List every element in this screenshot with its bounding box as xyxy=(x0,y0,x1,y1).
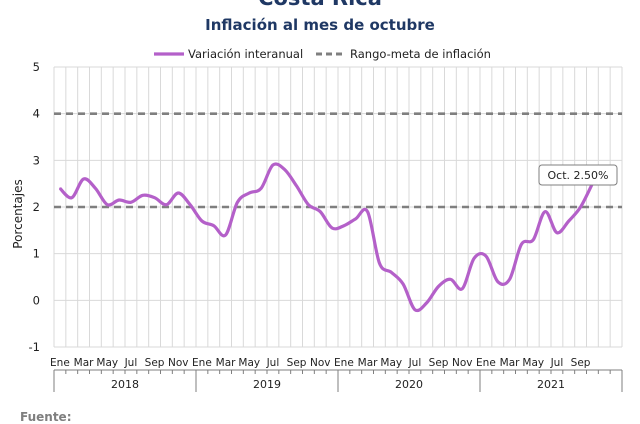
x-tick-label: Mar xyxy=(216,357,236,369)
data-point xyxy=(331,227,333,229)
x-tick-label: Mar xyxy=(74,357,94,369)
y-tick-label: 3 xyxy=(33,153,40,167)
y-axis-label: Porcentajes xyxy=(11,179,25,248)
data-point xyxy=(71,196,73,199)
data-point xyxy=(272,164,274,166)
chart-subtitle: Inflación al mes de octubre xyxy=(205,16,435,34)
data-point xyxy=(378,262,381,264)
data-point xyxy=(248,192,251,194)
data-point xyxy=(426,301,428,304)
data-point xyxy=(473,257,475,260)
x-tick-label: Jul xyxy=(266,357,280,369)
data-point xyxy=(177,192,180,194)
x-tick-label: Jul xyxy=(124,357,138,369)
data-point xyxy=(544,210,546,213)
data-point xyxy=(130,201,132,204)
data-point xyxy=(189,203,191,206)
data-point xyxy=(82,178,85,180)
y-tick-label: 0 xyxy=(33,293,40,307)
chart-title: Costa Rica xyxy=(0,0,640,10)
x-tick-label: Nov xyxy=(168,357,189,369)
data-point xyxy=(343,224,345,227)
data-point xyxy=(165,203,168,206)
y-tick-label: 5 xyxy=(33,60,40,74)
x-tick-label: Nov xyxy=(310,357,331,369)
data-point xyxy=(390,271,393,274)
legend: Variación interanual Rango-meta de infla… xyxy=(154,47,491,61)
x-tick-label: Ene xyxy=(476,357,496,369)
data-point xyxy=(213,224,215,227)
data-point xyxy=(236,201,239,204)
x-tick-label: Sep xyxy=(571,357,591,369)
data-point xyxy=(142,194,144,197)
x-tick-label: Ene xyxy=(50,357,70,369)
data-point xyxy=(106,203,109,206)
data-point xyxy=(508,278,511,281)
data-point xyxy=(497,280,499,283)
x-tick-label: May xyxy=(96,357,118,369)
x-tick-label: Sep xyxy=(145,357,165,369)
legend-label-variacion: Variación interanual xyxy=(188,47,303,61)
x-tick-label: Jul xyxy=(550,357,564,369)
year-label: 2019 xyxy=(253,378,281,391)
data-point xyxy=(461,287,464,290)
legend-label-rango-meta: Rango-meta de inflación xyxy=(350,47,491,61)
data-point xyxy=(437,285,440,288)
data-point xyxy=(224,234,227,236)
series-line-variacion-interanual xyxy=(58,162,594,313)
source-label: Fuente: xyxy=(20,410,72,424)
data-point xyxy=(59,187,61,190)
data-point xyxy=(295,185,298,187)
grid-layer xyxy=(53,66,623,348)
data-point xyxy=(568,220,570,222)
x-tick-label: Jul xyxy=(408,357,422,369)
data-point xyxy=(307,203,310,206)
data-point xyxy=(319,210,322,213)
year-label: 2018 xyxy=(111,378,139,391)
axis-layer xyxy=(53,369,623,392)
data-point xyxy=(94,187,97,190)
x-tick-label: Sep xyxy=(287,357,307,369)
data-point xyxy=(556,231,558,234)
y-tick-label: 1 xyxy=(33,247,40,261)
data-point xyxy=(485,255,487,257)
data-point xyxy=(284,168,286,171)
year-label: 2021 xyxy=(537,378,565,391)
year-label: 2020 xyxy=(395,378,423,391)
x-tick-label: Sep xyxy=(429,357,449,369)
target-band-layer xyxy=(54,112,622,209)
data-point xyxy=(532,238,535,241)
x-tick-label: Ene xyxy=(334,357,354,369)
x-tick-label: May xyxy=(522,357,544,369)
x-tick-label: Mar xyxy=(358,357,378,369)
annotation-box xyxy=(538,164,618,186)
y-tick-label: 2 xyxy=(33,200,40,214)
annotation-text: Oct. 2.50% xyxy=(548,169,609,182)
data-point xyxy=(118,199,120,201)
data-point xyxy=(402,283,404,285)
data-point xyxy=(414,308,416,311)
data-point xyxy=(260,187,262,190)
x-tick-label: May xyxy=(238,357,260,369)
x-tick-label: May xyxy=(380,357,402,369)
x-tick-label: Ene xyxy=(192,357,212,369)
data-point xyxy=(366,210,369,213)
data-point xyxy=(201,220,203,222)
series-layer xyxy=(58,162,594,313)
y-tick-label: 4 xyxy=(33,107,40,121)
data-point xyxy=(520,243,523,246)
y-tick-label: -1 xyxy=(29,340,40,354)
data-point xyxy=(579,206,582,208)
data-point xyxy=(355,217,357,220)
latest-value-annotation: Oct. 2.50% xyxy=(538,164,618,186)
x-tick-label: Nov xyxy=(452,357,473,369)
data-point xyxy=(153,196,156,199)
x-tick-label: Mar xyxy=(500,357,520,369)
data-point xyxy=(449,278,452,281)
